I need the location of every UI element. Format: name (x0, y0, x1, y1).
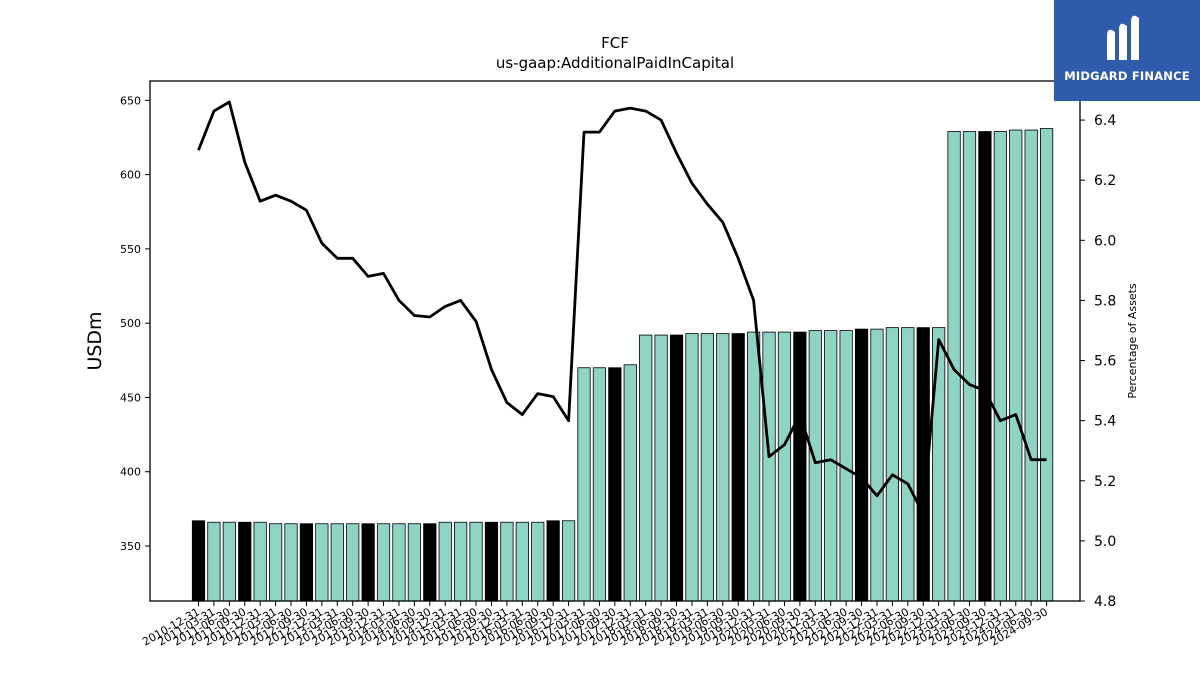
axes: 350 400 450 500 550 600 650 4.8 5.0 5.2 5.4 5.6 5.8 6… (120, 80, 1116, 649)
bar-2014-03-31 (392, 523, 406, 602)
y2-axis-label: Percentage of Assets (1126, 283, 1139, 399)
bar-2020-06-30 (777, 331, 792, 602)
y-tick-label: 550 (120, 243, 141, 256)
y2-tick-label: 5.6 (1094, 354, 1116, 370)
bar-2024-09-30 (1040, 128, 1054, 602)
bar-2019-12-31 (747, 331, 761, 602)
bar-2021-09-30 (854, 328, 869, 602)
bar-2015-06-30 (469, 521, 483, 602)
bar-2018-06-30 (654, 334, 668, 602)
bar-2022-12-31 (932, 327, 946, 602)
bar-2020-09-30 (793, 331, 807, 602)
y-tick-label: 600 (120, 169, 141, 182)
bar-2015-03-31 (454, 521, 468, 602)
y-tick-label: 400 (120, 466, 141, 479)
y2-tick-label: 6.4 (1094, 113, 1116, 129)
bar-2011-03-31 (207, 521, 221, 602)
bar-2019-06-30 (716, 333, 730, 602)
bar-2023-09-30 (978, 131, 992, 602)
bar-2014-06-30 (407, 523, 421, 602)
bar-2015-09-30 (484, 521, 499, 602)
bar-2020-03-31 (762, 331, 776, 602)
y-tick-label: 500 (120, 317, 141, 330)
y-tick-label: 350 (120, 540, 141, 553)
bar-2024-06-30 (1024, 129, 1038, 602)
y2-tick-label: 5.4 (1094, 414, 1116, 430)
bar-2014-09-30 (423, 523, 437, 602)
bar-2016-03-31 (515, 521, 529, 602)
bar-2022-03-31 (885, 327, 900, 602)
bar-2019-03-31 (700, 333, 714, 602)
chart-subtitle: us-gaap:AdditionalPaidInCapital (496, 54, 734, 72)
bar-2023-12-31 (993, 131, 1007, 602)
bar-2023-06-30 (962, 131, 977, 602)
bar-2018-03-31 (639, 334, 653, 602)
bar-2013-03-31 (330, 523, 344, 602)
bar-2017-03-31 (577, 367, 591, 602)
bar-2017-09-30 (608, 367, 622, 602)
bar-2015-12-31 (500, 521, 514, 602)
y2-tick-label: 4.8 (1094, 594, 1116, 610)
bar-2011-12-31 (253, 521, 267, 602)
bar-2016-09-30 (546, 520, 560, 602)
y2-tick-label: 6.2 (1094, 173, 1116, 189)
bar-2023-03-31 (947, 131, 961, 602)
bar-2010-12-31 (191, 520, 206, 602)
bar-2016-12-31 (561, 520, 576, 602)
midgard-finance-logo: MIDGARD FINANCE (1054, 0, 1200, 101)
bar-2011-09-30 (238, 521, 252, 602)
y-axis-label: USDm (84, 311, 106, 370)
bar-2013-06-30 (346, 523, 360, 602)
chart-title: FCF (601, 34, 629, 52)
bar-2016-06-30 (531, 521, 545, 602)
bar-2013-12-31 (376, 523, 391, 602)
y2-tick-label: 5.0 (1094, 534, 1116, 550)
bar-2012-12-31 (315, 523, 329, 602)
bar-2018-12-31 (685, 333, 699, 602)
bar-2021-03-31 (824, 330, 838, 602)
y-tick-label: 450 (120, 391, 141, 404)
bar-2017-06-30 (592, 367, 607, 602)
bar-2011-06-30 (222, 521, 236, 602)
bar-2019-09-30 (731, 333, 745, 602)
bar-series (191, 128, 1054, 602)
bar-2012-03-31 (268, 523, 283, 602)
logo-text: MIDGARD FINANCE (1064, 69, 1190, 83)
y2-tick-label: 5.8 (1094, 293, 1116, 309)
bar-2017-12-31 (623, 364, 637, 602)
bar-2012-06-30 (284, 523, 298, 602)
bar-2018-09-30 (669, 334, 684, 602)
bar-2022-06-30 (901, 327, 915, 602)
bar-2021-12-31 (870, 328, 884, 602)
bar-2012-09-30 (299, 523, 314, 602)
bar-2013-09-30 (361, 523, 375, 602)
y2-tick-label: 5.2 (1094, 474, 1116, 490)
y2-tick-label: 6.0 (1094, 233, 1116, 249)
y-tick-label: 650 (120, 94, 141, 107)
bar-2020-12-31 (808, 330, 822, 602)
bar-2024-03-31 (1009, 129, 1023, 602)
bar-2014-12-31 (438, 521, 452, 602)
logo-mark-icon (1107, 15, 1139, 60)
percentage-line (197, 100, 1047, 516)
